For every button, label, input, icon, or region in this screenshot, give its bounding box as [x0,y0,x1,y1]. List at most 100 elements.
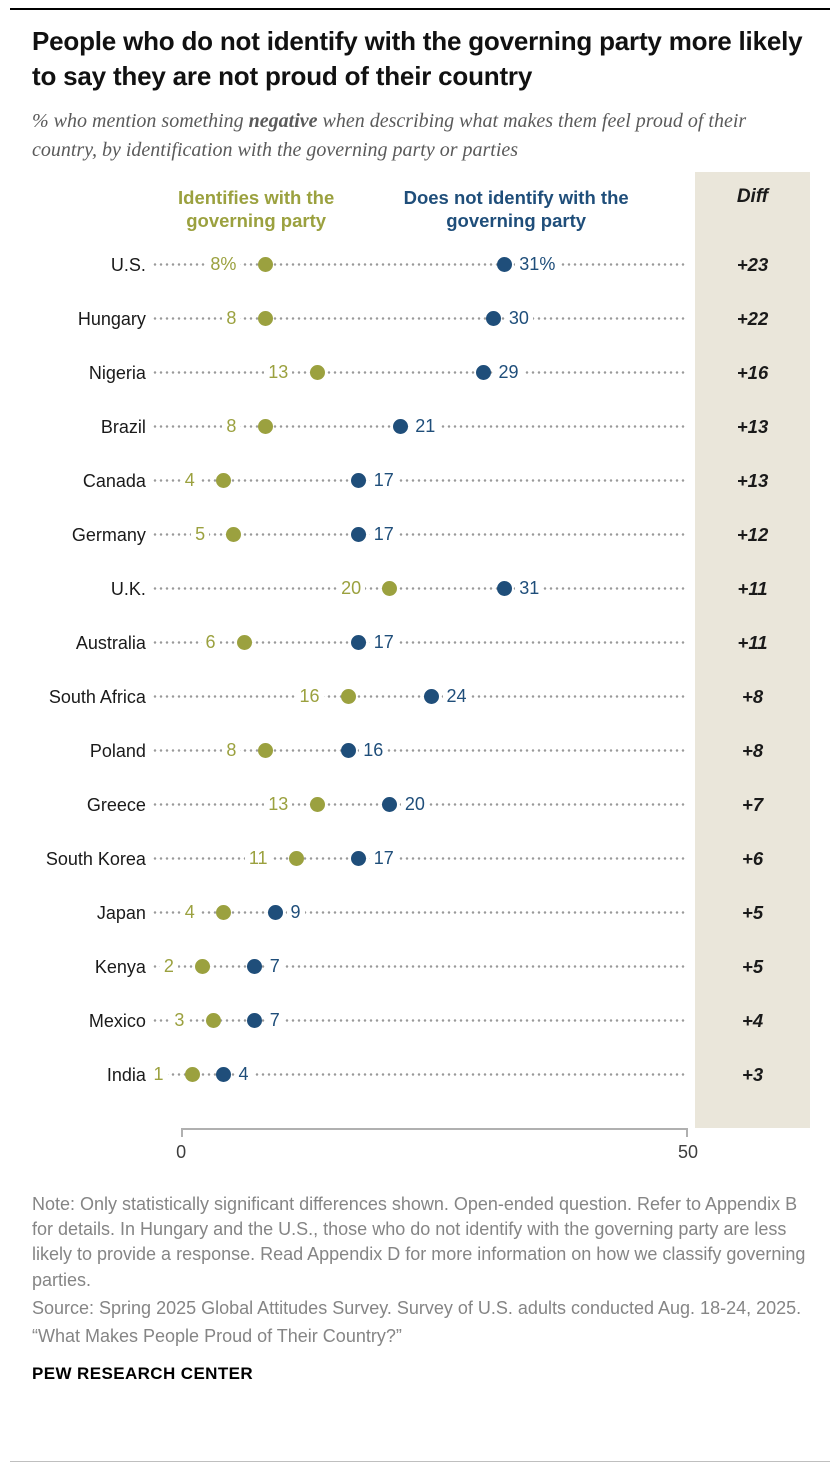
legend-identifies: Identifies with the governing party [178,186,335,231]
not-identifies-dot [476,365,491,381]
identifies-value-label: 5 [191,523,210,547]
dotted-leader-line [151,317,687,321]
chart-title: People who do not identify with the gove… [32,26,803,91]
identifies-value-label: 8 [222,415,241,439]
not-identifies-value-label: 30 [504,307,533,331]
chart-row-brazil: Brazil 8 21 +13 [32,399,810,454]
not-identifies-dot [268,905,283,921]
subtitle-suffix: when describing what makes them feel pro… [32,110,747,161]
row-plot-area: 8 16 [151,724,688,778]
country-label: South Korea [45,848,146,869]
dotted-leader-line [151,911,687,915]
not-identifies-value-label: 16 [359,739,388,763]
diff-value: +8 [695,723,810,778]
chart-row-india: India 1 4 +3 [32,1047,810,1102]
identifies-value-label: 4 [180,901,199,925]
country-label: India [106,1064,146,1085]
dotted-leader-line [151,587,687,591]
not-identifies-dot [392,419,408,435]
diff-value: +6 [695,831,810,886]
chart-row-greece: Greece 13 20 +7 [32,777,810,832]
identifies-value-label: 16 [295,685,324,709]
diff-value: +13 [695,453,810,508]
chart-row-kenya: Kenya 2 7 +5 [32,939,810,994]
identifies-value-label: 20 [337,577,366,601]
x-axis-tick-label-0: 0 [176,1141,187,1162]
not-identifies-dot [496,257,512,273]
chart-row-japan: Japan 4 9 +5 [32,885,810,940]
x-axis-tick-0 [181,1129,184,1137]
country-label: Nigeria [88,362,146,383]
diff-value: +8 [695,669,810,724]
not-identifies-dot [351,473,367,489]
diff-value: +7 [695,777,810,832]
diff-value: +3 [695,1047,810,1102]
diff-value: +12 [695,507,810,562]
diff-value: +4 [695,993,810,1048]
country-label: Canada [82,470,146,491]
not-identifies-value-label: 17 [369,469,398,493]
diff-value: +5 [695,939,810,994]
country-label: Greece [86,794,146,815]
country-label: U.S. [110,254,146,275]
identifies-dot [216,473,231,489]
not-identifies-value-label: 20 [400,793,429,817]
chart-row-hungary: Hungary 8 30 +22 [32,291,810,346]
x-axis-tick-label-50: 50 [677,1141,698,1162]
not-identifies-value-label: 24 [442,685,471,709]
identifies-value-label: 13 [264,793,293,817]
identifies-dot [205,1013,221,1029]
row-plot-area: 8 21 [151,400,688,454]
row-plot-area: 13 29 [151,346,688,400]
dotted-leader-line [151,857,687,861]
not-identifies-dot [496,581,512,597]
dotted-leader-line [151,263,687,267]
not-identifies-dot [247,1013,263,1029]
identifies-dot [257,743,273,759]
identifies-dot [216,905,231,921]
chart-row-germany: Germany 5 17 +12 [32,507,810,562]
not-identifies-value-label: 31% [515,253,560,277]
diff-column-header: Diff [694,171,810,238]
not-identifies-dot [351,635,367,651]
row-plot-area: 5 17 [151,508,688,562]
dotted-leader-line [151,641,687,645]
diff-column-footer-cell [694,1101,810,1128]
legend-plot-area: Identifies with the governing party Does… [178,172,688,238]
not-identifies-dot [351,851,367,867]
dotted-leader-line [151,965,687,969]
diff-value: +11 [695,615,810,670]
identifies-value-label: 8 [222,307,241,331]
identifies-dot [236,635,252,651]
not-identifies-value-label: 9 [286,901,305,925]
row-plot-area: 6 17 [151,616,688,670]
diff-value: +13 [695,399,810,454]
chart-row-canada: Canada 4 17 +13 [32,453,810,508]
subtitle-emphasis: negative [248,110,318,133]
legend-row: Identifies with the governing party Does… [32,171,810,238]
chart-row-australia: Australia 6 17 +11 [32,615,810,670]
subtitle-prefix: % who mention something [32,110,249,133]
country-label: Mexico [88,1010,146,1031]
not-identifies-value-label: 17 [369,631,398,655]
country-label: Brazil [100,416,146,437]
chart-footer: Note: Only statistically significant dif… [32,1192,810,1384]
identifies-dot [257,257,273,273]
identifies-value-label: 6 [201,631,220,655]
row-plot-area: 16 24 [151,670,688,724]
identifies-dot [257,419,273,435]
not-identifies-value-label: 7 [265,955,284,979]
identifies-dot [382,581,398,597]
chart-row-south-africa: South Africa 16 24 +8 [32,669,810,724]
identifies-value-label: 8% [206,253,241,277]
country-label: U.K. [110,578,146,599]
not-identifies-dot [424,689,439,705]
not-identifies-dot [216,1067,231,1083]
chart-row-nigeria: Nigeria 13 29 +16 [32,345,810,400]
pew-research-center-wordmark: PEW RESEARCH CENTER [32,1364,254,1384]
not-identifies-value-label: 21 [411,415,440,439]
not-identifies-dot [351,527,367,543]
